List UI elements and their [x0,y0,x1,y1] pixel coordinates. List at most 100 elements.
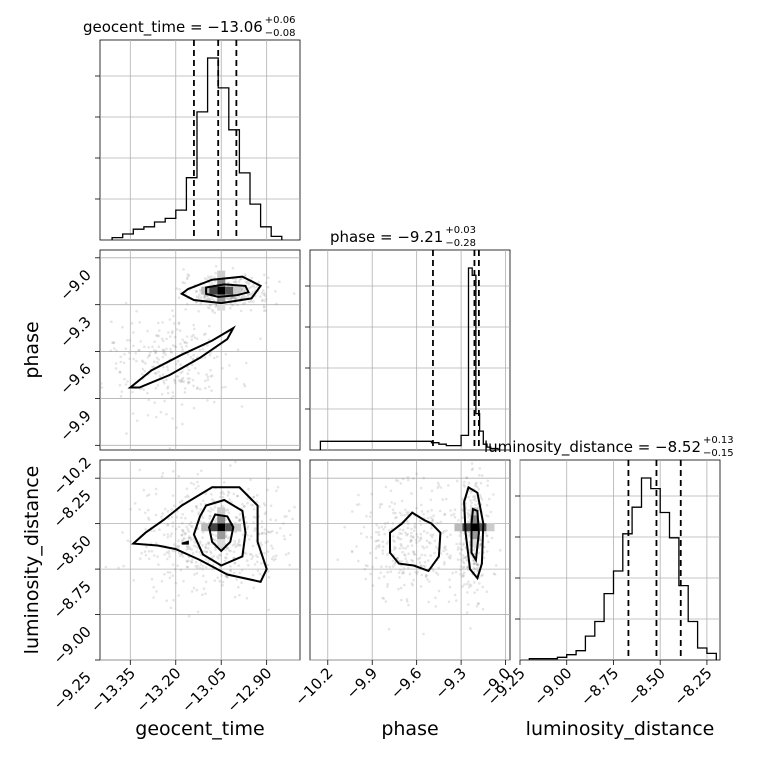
sample-point [171,521,175,524]
sample-point [455,542,458,546]
sample-point [457,519,460,522]
sample-point [187,274,191,277]
sample-point [451,571,454,575]
sample-point [126,539,130,542]
sample-point [144,528,147,531]
sample-point [404,554,407,557]
sample-point [282,522,285,525]
sample-point [250,285,253,289]
sample-point [232,571,236,575]
sample-point [141,372,144,376]
sample-point [406,544,410,548]
sample-point [446,535,449,539]
sample-point [249,300,253,303]
sample-point [232,280,236,284]
sample-point [250,503,253,507]
sample-point [157,563,160,566]
sample-point [426,578,429,581]
sample-point [237,540,241,544]
sample-point [163,350,166,354]
sample-point [236,494,240,498]
sample-point [396,479,400,483]
sample-point [406,520,409,523]
sample-point [207,547,210,550]
sample-point [186,545,189,548]
sample-point [469,584,473,587]
sample-point [156,384,160,387]
sample-point [423,554,427,557]
sample-point [146,391,149,395]
sample-point [163,399,166,403]
sample-point [181,528,184,532]
sample-point [454,570,458,574]
sample-point [255,285,259,288]
sample-point [460,508,464,511]
sample-point [176,375,180,378]
sample-point [270,557,274,561]
sample-point [225,552,229,556]
sample-point [219,554,222,557]
sample-point [379,571,383,575]
sample-point [160,515,163,518]
sample-point [174,345,178,349]
sample-point [245,527,249,530]
sample-point [465,558,469,562]
panel-frame [99,39,301,241]
sample-point [181,513,185,516]
sample-point [209,375,213,378]
contour-line [208,513,235,553]
density-cell [225,523,234,532]
sample-point [218,579,221,583]
sample-point [449,554,452,557]
sample-point [147,346,150,349]
sample-point [267,570,270,573]
sample-point [399,568,402,572]
sample-point [118,370,122,374]
sample-point [261,298,264,302]
sample-point [287,509,291,513]
sample-point [473,581,476,584]
sample-point [248,293,251,296]
sample-point [391,565,395,568]
sample-point [209,297,213,301]
sample-point [209,510,212,513]
sample-point [260,520,264,523]
sample-point [461,516,464,519]
sample-point [430,526,433,530]
sample-point [184,292,188,295]
title-geocent-time-sup: +0.06 [265,15,296,26]
sample-point [166,387,169,390]
sample-point [183,281,186,285]
sample-point [274,519,278,522]
sample-point [162,348,165,352]
sample-point [406,476,410,479]
sample-point [430,508,433,512]
sample-point [484,531,487,535]
sample-point [123,353,126,356]
sample-point [161,349,165,352]
sample-point [154,513,158,517]
sample-point [465,611,469,614]
sample-point [445,552,449,556]
sample-point [399,542,403,546]
sample-point [439,486,443,489]
sample-point [160,393,164,396]
sample-point [435,545,438,549]
sample-point [242,289,246,292]
sample-point [436,486,440,489]
sample-point [188,381,191,384]
sample-point [175,515,179,519]
sample-point [157,321,160,325]
sample-point [489,510,493,514]
x-axis-label-phase: phase [381,718,438,740]
sample-point [169,606,173,610]
sample-point [145,545,148,549]
sample-point [248,538,251,541]
sample-point [411,559,415,563]
sample-point [424,573,428,577]
sample-point [198,566,202,570]
density-cell [201,523,210,532]
sample-point [196,480,199,484]
sample-point [207,541,210,544]
sample-point [211,374,214,378]
